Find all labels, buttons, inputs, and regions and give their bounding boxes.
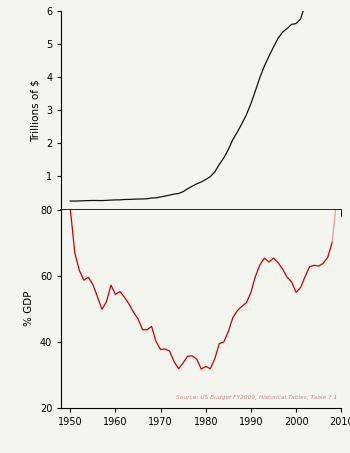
Y-axis label: Trillions of $: Trillions of $	[30, 79, 40, 142]
Text: Source: US Budget FY2009, Historical Tables, Table 7.1: Source: US Budget FY2009, Historical Tab…	[176, 395, 337, 400]
Y-axis label: % GDP: % GDP	[24, 291, 34, 326]
